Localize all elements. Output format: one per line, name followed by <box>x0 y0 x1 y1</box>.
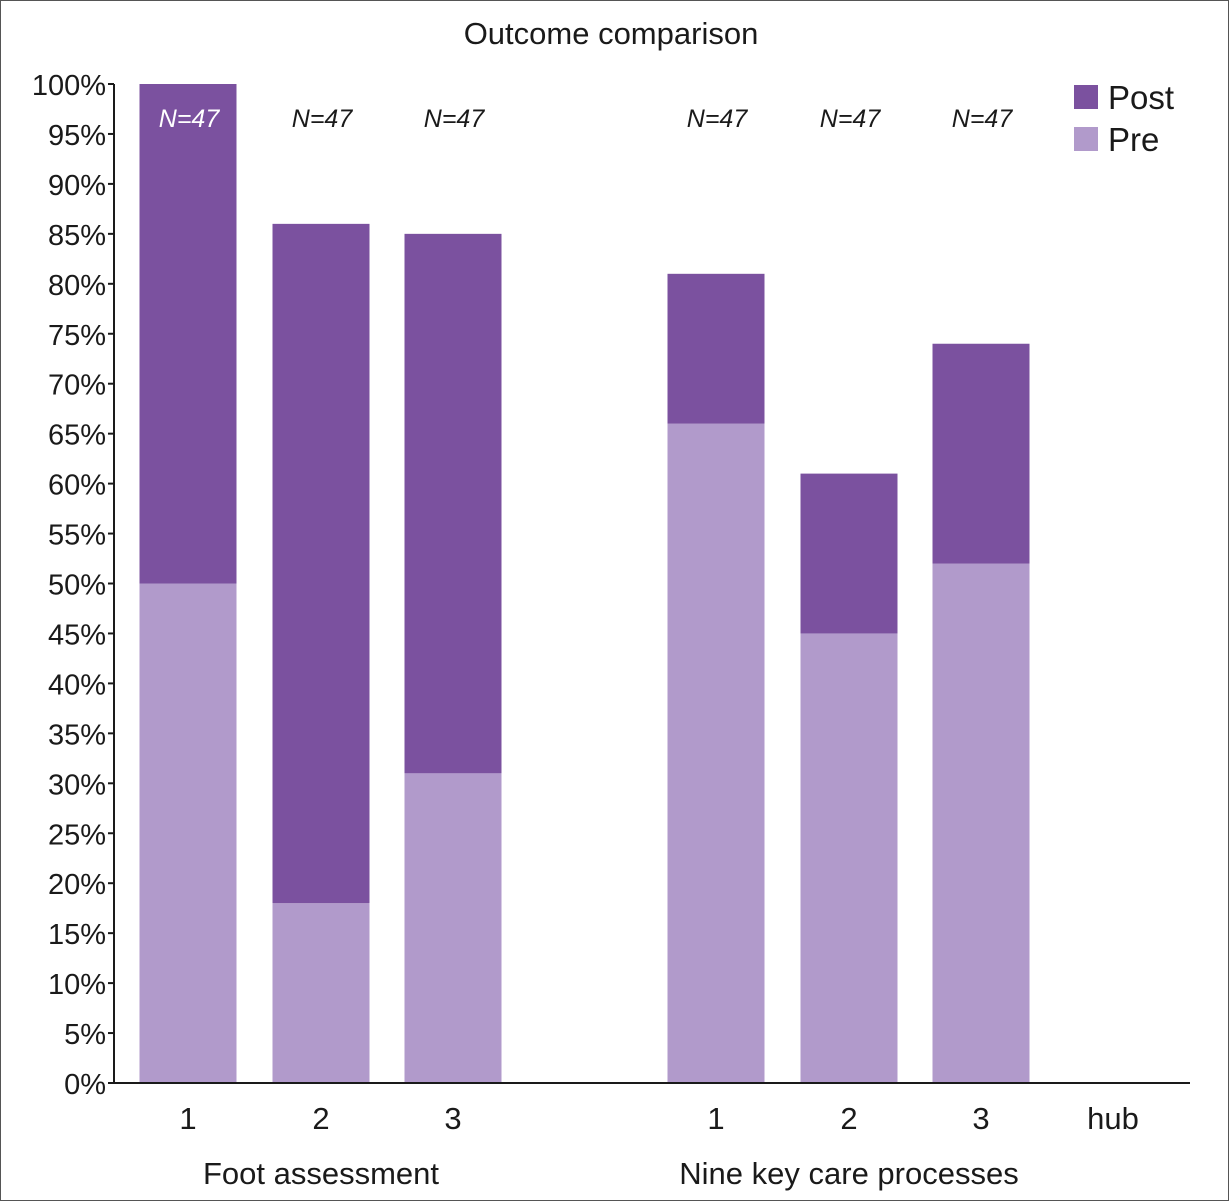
y-tick-label: 25% <box>48 819 106 851</box>
y-tick-label: 35% <box>48 719 106 751</box>
y-tick-label: 55% <box>48 520 106 552</box>
chart-title: Outcome comparison <box>464 16 759 51</box>
x-group-label: Nine key care processes <box>679 1156 1018 1191</box>
bar-post-3 <box>404 233 502 774</box>
bar-pre-6 <box>932 563 1030 1083</box>
legend: Post Pre <box>1074 79 1174 158</box>
x-tick-label: 3 <box>444 1101 461 1136</box>
y-tick-label: 70% <box>48 370 106 402</box>
x-group-label: Foot assessment <box>203 1156 439 1191</box>
annotations: N=47 N=47 N=47 N=47 N=47 N=47 <box>159 105 1014 133</box>
y-tick-label: 50% <box>48 570 106 602</box>
sample-size-annotation: N=47 <box>292 105 354 133</box>
x-tick-label: 1 <box>707 1101 724 1136</box>
y-tick-label: 80% <box>48 270 106 302</box>
y-tick-label: 95% <box>48 120 106 152</box>
y-tick-label: 15% <box>48 919 106 951</box>
y-tick-label: 65% <box>48 420 106 452</box>
bar-pre-1 <box>139 583 237 1083</box>
y-tick-label: 40% <box>48 669 106 701</box>
y-tick-label: 5% <box>64 1019 106 1051</box>
y-tick-label: 20% <box>48 869 106 901</box>
x-tick-label: 2 <box>840 1101 857 1136</box>
bar-pre-4 <box>667 423 765 1083</box>
sample-size-annotation: N=47 <box>820 105 882 133</box>
bar-post-6 <box>932 343 1030 564</box>
bar-pre-2 <box>272 903 370 1083</box>
legend-label-pre: Pre <box>1108 121 1159 158</box>
x-tick-label: 3 <box>972 1101 989 1136</box>
y-axis: 0% 5% 10% 15% 20% 25% 30% 35% 40% 45% 50% 55% 60% 65%… <box>32 70 115 1101</box>
bar-pre-5 <box>800 633 898 1083</box>
bar-pre-3 <box>404 773 502 1083</box>
bars <box>139 84 1030 1083</box>
bar-post-5 <box>800 473 898 634</box>
x-tick-label: 2 <box>312 1101 329 1136</box>
y-tick-label: 85% <box>48 220 106 252</box>
y-tick-label: 30% <box>48 769 106 801</box>
legend-swatch-pre <box>1074 127 1098 151</box>
sample-size-annotation: N=47 <box>424 105 486 133</box>
sample-size-annotation: N=47 <box>952 105 1014 133</box>
legend-swatch-post <box>1074 85 1098 109</box>
bar-post-1 <box>139 84 237 584</box>
sample-size-annotation: N=47 <box>687 105 749 133</box>
y-tick-label: 75% <box>48 320 106 352</box>
y-tick-label: 100% <box>32 70 106 102</box>
x-axis: 1 2 3 1 2 3 hub Foot assessment Nine key care pr… <box>114 1082 1190 1191</box>
y-tick-label: 45% <box>48 619 106 651</box>
x-tick-label: 1 <box>179 1101 196 1136</box>
bar-post-2 <box>272 223 370 904</box>
y-tick-label: 60% <box>48 470 106 502</box>
legend-label-post: Post <box>1108 79 1174 116</box>
y-tick-label: 10% <box>48 969 106 1001</box>
sample-size-annotation: N=47 <box>159 105 221 133</box>
x-tick-label-hub: hub <box>1087 1101 1139 1136</box>
y-tick-label: 0% <box>64 1069 106 1101</box>
bar-post-4 <box>667 273 765 424</box>
y-tick-label: 90% <box>48 170 106 202</box>
